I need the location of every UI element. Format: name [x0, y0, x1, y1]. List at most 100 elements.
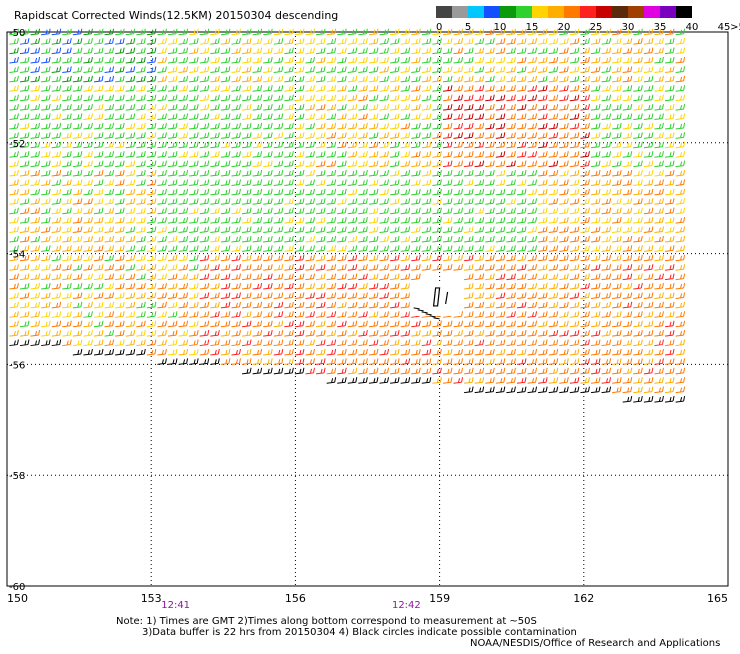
wind-barb [601, 273, 612, 281]
wind-barb [495, 85, 506, 92]
wind-barb [633, 207, 643, 215]
wind-barb [495, 151, 506, 158]
wind-barb [411, 169, 421, 177]
wind-barb [19, 151, 30, 158]
wind-barb [358, 207, 368, 215]
wind-barb [167, 320, 178, 328]
wind-barb [612, 348, 622, 356]
wind-barb [368, 254, 379, 262]
wind-barb [495, 113, 506, 121]
wind-barb [432, 132, 442, 139]
wind-barb [210, 245, 220, 252]
wind-barb [83, 47, 93, 55]
wind-barb [347, 132, 358, 139]
wind-barb [157, 198, 167, 205]
wind-barb [506, 28, 516, 36]
wind-barb [474, 264, 485, 271]
wind-barb [316, 330, 326, 337]
wind-barb [569, 188, 580, 196]
wind-barb [189, 188, 199, 196]
wind-barb [104, 75, 115, 83]
wind-barb [178, 254, 189, 262]
wind-barb [664, 94, 675, 102]
wind-barb [358, 367, 368, 375]
wind-barb [527, 56, 538, 64]
wind-barb [675, 264, 686, 271]
wind-barb [220, 47, 231, 55]
wind-barb [347, 235, 358, 243]
wind-barb [241, 47, 252, 55]
wind-barb [252, 367, 263, 375]
wind-barb [115, 151, 125, 158]
wind-barb [337, 94, 347, 102]
wind-barb [189, 151, 199, 158]
wind-barb [41, 169, 51, 177]
wind-barb [474, 292, 485, 299]
wind-barb [93, 94, 104, 102]
wind-barb [72, 85, 83, 92]
wind-barb [368, 339, 379, 347]
wind-barb [516, 160, 527, 168]
wind-barb [167, 66, 178, 73]
wind-barb [633, 198, 643, 205]
wind-barb [538, 226, 548, 234]
wind-barb [612, 151, 622, 158]
x-tick-label: 156 [285, 592, 306, 605]
wind-barb [538, 66, 548, 73]
wind-barb [622, 85, 633, 92]
wind-barb [146, 169, 157, 177]
wind-barb [411, 264, 421, 271]
wind-barb [294, 245, 305, 252]
wind-barb [569, 254, 580, 262]
wind-barb [83, 179, 93, 186]
wind-barb [30, 301, 41, 309]
wind-barb [72, 132, 83, 139]
wind-barb [474, 56, 485, 64]
wind-barb [442, 207, 453, 215]
wind-barb [305, 122, 315, 130]
wind-barb [263, 254, 273, 262]
legend-swatch [612, 6, 628, 18]
wind-barb [559, 47, 569, 55]
wind-barb [326, 273, 337, 281]
wind-barb [305, 75, 315, 83]
wind-barb [601, 198, 612, 205]
wind-barb [72, 94, 83, 102]
wind-barb [337, 320, 347, 328]
wind-barb [516, 28, 527, 36]
wind-barb [9, 339, 19, 347]
wind-barb [654, 141, 664, 149]
wind-barb [284, 207, 294, 215]
wind-barb [9, 75, 19, 83]
wind-barb [538, 85, 548, 92]
wind-barb [569, 179, 580, 186]
y-tick-label: -56 [9, 360, 25, 371]
wind-barb [368, 132, 379, 139]
wind-barb [273, 235, 284, 243]
wind-barb [220, 301, 231, 309]
wind-barb [273, 358, 284, 365]
wind-barb [400, 264, 411, 271]
wind-barb [136, 245, 146, 252]
wind-barb [284, 169, 294, 177]
wind-barb [220, 207, 231, 215]
wind-barb [421, 226, 432, 234]
wind-barb [347, 85, 358, 92]
wind-barb [72, 273, 83, 281]
wind-barb [157, 132, 167, 139]
wind-barb [199, 141, 210, 149]
wind-barb [30, 113, 41, 121]
wind-barb [125, 226, 136, 234]
wind-barb [453, 226, 464, 234]
wind-barb [125, 75, 136, 83]
wind-barb [675, 386, 686, 394]
wind-barb [643, 198, 654, 205]
wind-barb [347, 94, 358, 102]
wind-barb [590, 85, 601, 92]
wind-barb [178, 75, 189, 83]
wind-barb [538, 141, 548, 149]
wind-barb [305, 104, 315, 111]
wind-barb [442, 160, 453, 168]
wind-barb [189, 47, 199, 55]
wind-barb [421, 113, 432, 121]
